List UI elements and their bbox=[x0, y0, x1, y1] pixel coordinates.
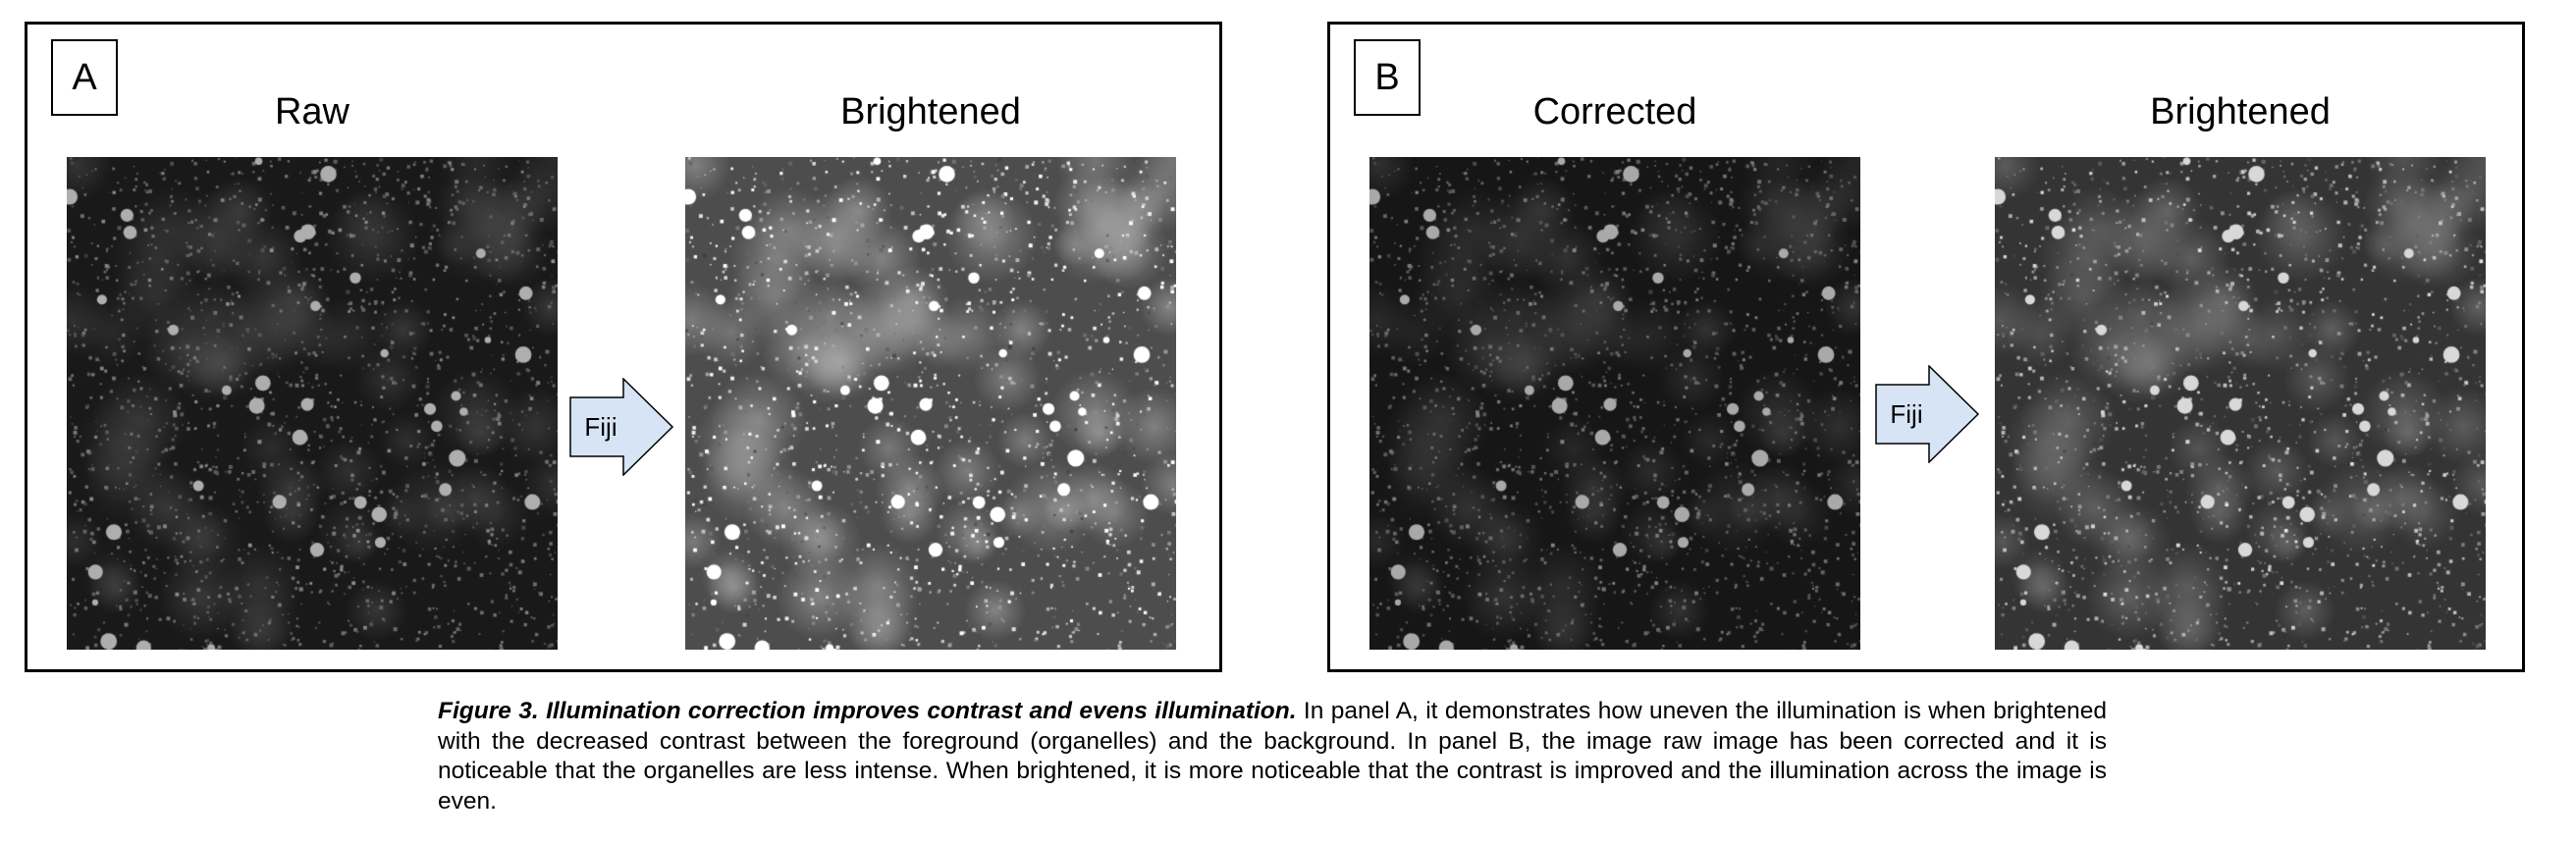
arrow-label-b: Fiji bbox=[1890, 399, 1922, 429]
caption-body: In panel A, it demonstrates how uneven t… bbox=[438, 698, 2107, 815]
title-corrected: Corrected bbox=[1532, 91, 1697, 132]
figure-caption: Figure 3. Illumination correction improv… bbox=[438, 697, 2107, 816]
arrow-shape bbox=[1875, 365, 1980, 463]
title-raw: Raw bbox=[274, 91, 350, 132]
arrow-shape bbox=[569, 378, 674, 476]
corrected-micrograph bbox=[1369, 157, 1860, 650]
panel-letter-b: B bbox=[1354, 39, 1421, 116]
panel-letter-a: A bbox=[51, 39, 118, 116]
raw-micrograph bbox=[67, 157, 558, 650]
caption-lead: Figure 3. Illumination correction improv… bbox=[438, 698, 1297, 724]
brightened-micrograph-b bbox=[1995, 157, 2486, 650]
title-brightened-b: Brightened bbox=[2150, 91, 2331, 132]
fiji-arrow-a: Fiji bbox=[569, 378, 674, 476]
arrow-label-a: Fiji bbox=[584, 412, 617, 442]
panel-b: B Corrected Brightened Fiji bbox=[1327, 22, 2525, 672]
panel-a: A Raw Brightened Fiji bbox=[25, 22, 1222, 672]
title-brightened-a: Brightened bbox=[840, 91, 1021, 132]
brightened-micrograph-a bbox=[685, 157, 1176, 650]
fiji-arrow-b: Fiji bbox=[1875, 365, 1980, 463]
